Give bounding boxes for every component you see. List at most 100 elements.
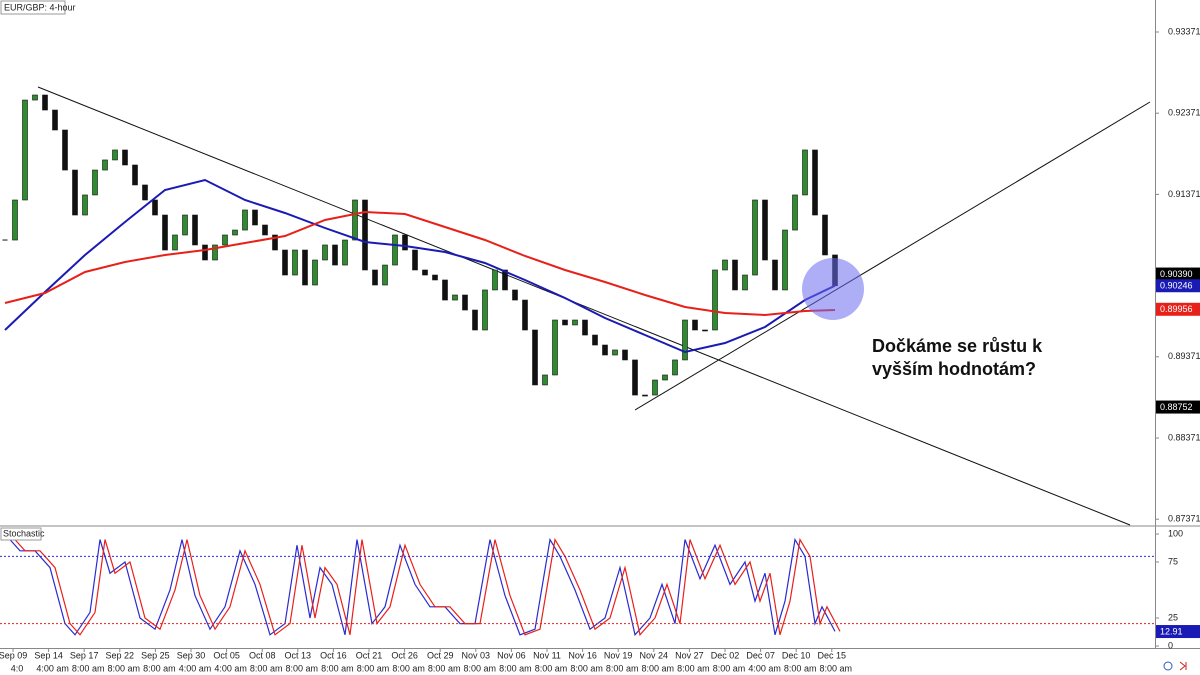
x-tick-time: 8:00 am xyxy=(535,663,568,673)
candle xyxy=(742,274,748,291)
candle xyxy=(602,344,608,356)
x-tick-label: Sep 22 xyxy=(106,650,135,660)
y-tick-label: 0.92371 xyxy=(1168,108,1200,118)
x-tick-label: Nov 03 xyxy=(462,650,491,660)
x-tick-time: 4:00 am xyxy=(748,663,781,673)
candle xyxy=(812,149,818,216)
x-tick-label: Oct 26 xyxy=(391,650,418,660)
x-tick-label: Nov 16 xyxy=(568,650,597,660)
x-tick-label: Oct 29 xyxy=(427,650,454,660)
candle xyxy=(122,149,128,166)
candle xyxy=(192,214,198,246)
price-tag xyxy=(1156,302,1200,316)
y-tick-label: 100 xyxy=(1168,528,1183,538)
line-series xyxy=(9,537,836,637)
candle xyxy=(142,184,148,201)
candle xyxy=(612,349,618,356)
candle xyxy=(62,129,68,171)
y-tick-label: 0.87371 xyxy=(1168,514,1200,524)
candle xyxy=(402,234,408,251)
candle xyxy=(552,319,558,376)
x-tick-time: 8:00 am xyxy=(642,663,675,673)
price-tag-label: 12.91 xyxy=(1160,626,1183,636)
x-tick-time: 8:00 am xyxy=(677,663,710,673)
line-series xyxy=(4,178,836,354)
candle xyxy=(52,109,58,131)
candle xyxy=(702,329,708,332)
x-tick-time: 4:0 xyxy=(11,663,24,673)
x-tick-time: 8:00 am xyxy=(250,663,283,673)
y-tick-label: 0 xyxy=(1168,640,1173,650)
candle xyxy=(262,224,268,236)
candle xyxy=(722,259,728,271)
candle xyxy=(132,164,138,186)
candle xyxy=(472,309,478,331)
icon[interactable] xyxy=(1179,661,1187,671)
footer-icons[interactable] xyxy=(1163,661,1187,671)
price-tag-label: 0.90246 xyxy=(1160,281,1193,291)
x-tick-label: Nov 06 xyxy=(497,650,526,660)
indicator-title: Stochastic xyxy=(3,528,45,538)
x-tick-label: Nov 24 xyxy=(640,650,669,660)
x-tick-time: 8:00 am xyxy=(286,663,319,673)
icon[interactable] xyxy=(1163,661,1173,671)
x-tick-time: 8:00 am xyxy=(713,663,746,673)
candle xyxy=(272,234,278,251)
candle xyxy=(502,269,508,291)
candle xyxy=(412,249,418,271)
candle xyxy=(822,214,828,256)
trendline xyxy=(37,86,1131,526)
candle xyxy=(32,94,38,101)
candle xyxy=(762,199,768,261)
x-tick-time: 8:00 am xyxy=(392,663,425,673)
candle xyxy=(22,99,28,201)
y-tick-label: 75 xyxy=(1168,556,1178,566)
candle xyxy=(292,249,298,276)
y-tick-label: 0.89371 xyxy=(1168,351,1200,361)
price-tag-label: 0.89956 xyxy=(1160,304,1193,314)
x-tick-label: Sep 09 xyxy=(0,650,27,660)
candle xyxy=(492,269,498,291)
candle xyxy=(162,214,168,251)
highlight-circle xyxy=(802,258,864,320)
x-tick-label: Dec 15 xyxy=(818,650,847,660)
candle xyxy=(202,244,208,261)
line-series xyxy=(4,210,836,317)
candle xyxy=(72,169,78,216)
x-tick-label: Nov 19 xyxy=(604,650,633,660)
x-tick-time: 4:00 am xyxy=(36,663,69,673)
x-tick-label: Dec 02 xyxy=(711,650,740,660)
x-tick-time: 8:00 am xyxy=(428,663,461,673)
candle xyxy=(152,199,158,216)
candle xyxy=(532,329,538,386)
x-tick-time: 4:00 am xyxy=(179,663,212,673)
candle xyxy=(12,199,18,241)
candle xyxy=(782,229,788,291)
candle xyxy=(392,234,398,266)
x-tick-label: Oct 08 xyxy=(249,650,276,660)
candle xyxy=(252,209,258,226)
candle xyxy=(752,199,758,276)
candle xyxy=(572,319,578,326)
candle xyxy=(242,209,248,231)
candle xyxy=(452,294,458,301)
candle xyxy=(42,94,48,111)
candle xyxy=(172,234,178,251)
candle xyxy=(562,319,568,326)
candle xyxy=(312,259,318,286)
trendline xyxy=(634,101,1151,411)
candle xyxy=(92,169,98,196)
candle xyxy=(792,194,798,231)
x-tick-time: 8:00 am xyxy=(143,663,176,673)
candle xyxy=(692,319,698,331)
price-tag-label: 0.90390 xyxy=(1160,269,1193,279)
candle xyxy=(342,239,348,266)
x-tick-label: Nov 27 xyxy=(675,650,704,660)
candle xyxy=(482,289,488,331)
candle xyxy=(582,319,588,336)
x-tick-time: 8:00 am xyxy=(108,663,141,673)
x-tick-time: 8:00 am xyxy=(72,663,105,673)
annotation: vyšším hodnotám? xyxy=(872,359,1036,379)
symbol-box xyxy=(0,0,66,15)
